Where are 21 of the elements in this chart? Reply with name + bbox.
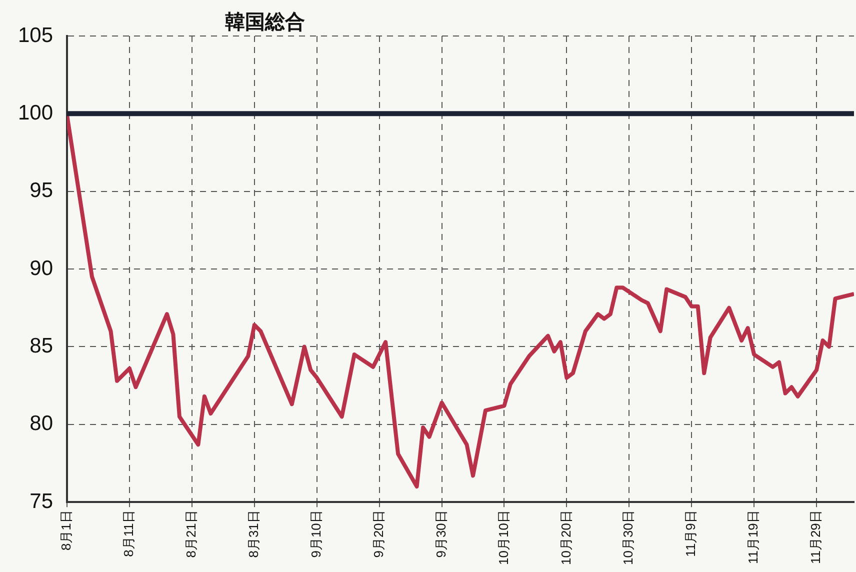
x-tick-label: 9月20日	[370, 510, 386, 558]
y-tick-label: 95	[30, 179, 54, 202]
x-tick-label: 8月11日	[121, 510, 136, 557]
chart-title: 韓国総合	[225, 12, 306, 34]
x-tick-label: 11月29日	[808, 510, 824, 564]
x-tick-label: 11月19日	[746, 510, 761, 564]
x-tick-label: 10月20日	[558, 510, 574, 565]
x-tick-label: 8月31日	[246, 510, 261, 558]
x-tick-label: 10月30日	[620, 510, 636, 565]
y-tick-label: 90	[30, 256, 54, 280]
x-tick-label: 10月10日	[496, 510, 511, 565]
y-tick-label: 75	[30, 490, 54, 513]
y-tick-label: 85	[30, 334, 54, 358]
y-tick-label: 105	[18, 24, 54, 47]
x-tick-label: 9月10日	[308, 510, 324, 558]
y-tick-label: 80	[30, 412, 54, 436]
x-tick-label: 8月1日	[58, 510, 74, 551]
x-tick-label: 9月30日	[433, 510, 448, 558]
x-tick-label: 11月9日	[683, 510, 698, 557]
x-tick-label: 8月21日	[184, 510, 199, 558]
y-tick-label: 100	[18, 101, 54, 124]
